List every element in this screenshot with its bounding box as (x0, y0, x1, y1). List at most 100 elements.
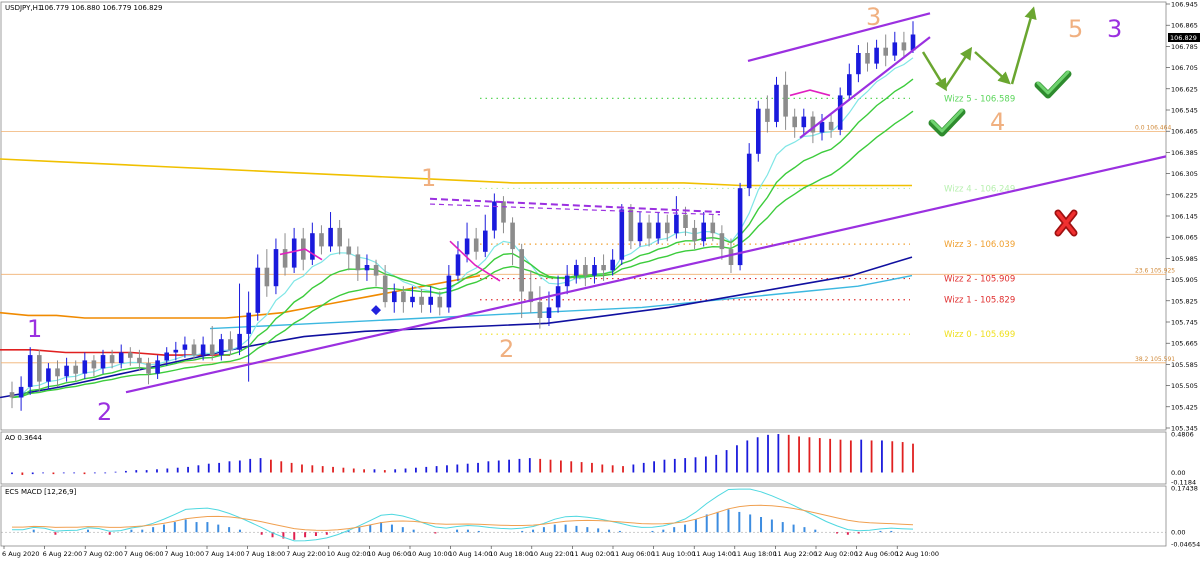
resistance-dashed-line (429, 197, 721, 214)
candle-body (246, 312, 251, 334)
x-tick-label: 11 Aug 06:00 (611, 550, 655, 558)
fib-label: 38.2 105.591 (1135, 356, 1175, 363)
x-tick-label: 12 Aug 02:00 (814, 550, 858, 558)
candle-body (883, 47, 888, 56)
fib-label: 23.6 105.925 (1135, 267, 1175, 274)
wedge-lower-line (799, 36, 931, 139)
candle-body (637, 222, 643, 242)
candle-body (501, 201, 506, 223)
x-tick-label: 7 Aug 22:00 (286, 550, 326, 558)
ao-tick-label: -0.1184 (1171, 479, 1196, 487)
candle-body (82, 360, 88, 374)
ao-pane-frame (0, 431, 1167, 485)
candle-body (310, 233, 315, 260)
candle-body (18, 386, 24, 398)
candle-body (200, 344, 206, 356)
candle-body (628, 209, 634, 242)
candle-body (373, 265, 379, 276)
candle-body (410, 296, 415, 303)
candle-body (674, 214, 679, 234)
x-tick-label: 6 Aug 2020 (2, 550, 40, 558)
x-tick-label: 10 Aug 18:00 (489, 550, 533, 558)
candle-body (237, 333, 242, 350)
x-tick-label: 7 Aug 18:00 (246, 550, 286, 558)
current-price-label: 106.829 (1170, 34, 1197, 42)
cyan-ma-line (209, 274, 913, 330)
candle-body (219, 339, 224, 356)
arrow-down-2 (974, 51, 1011, 85)
candle-body (46, 368, 51, 382)
main-trendline (125, 155, 1167, 394)
current-price-tag (1168, 33, 1200, 42)
y-tick-label: 106.385 (1171, 149, 1198, 157)
candle-body (756, 108, 761, 154)
candle-body (601, 265, 606, 271)
y-tick-label: 105.585 (1171, 361, 1198, 369)
wave-label-orange-2: 2 (499, 335, 514, 363)
x-tick-label: 10 Aug 02:00 (327, 550, 371, 558)
candle-body (228, 339, 233, 350)
wizz-label: Wizz 0 - 105.699 (944, 330, 1015, 340)
candle-body (191, 344, 197, 356)
wave-label-purple-2: 2 (97, 398, 112, 426)
ema-24-line (11, 110, 914, 399)
candle-body (109, 355, 115, 364)
candle-body (810, 116, 816, 133)
x-tick-label: 12 Aug 10:00 (895, 550, 939, 558)
wave-label-purple-3: 3 (1107, 15, 1122, 43)
fast-ema-line (11, 57, 914, 399)
wizz-label: Wizz 4 - 106.249 (944, 184, 1015, 194)
candle-body (328, 227, 333, 247)
candle-body (73, 365, 78, 374)
candle-body (128, 352, 133, 358)
candle-body (419, 296, 424, 305)
macd-histogram: 0.17438 0.00 -0.04654 (1, 485, 1200, 549)
macd-tick-label: 0.00 (1171, 529, 1185, 537)
candle-body (655, 222, 661, 239)
candle-body (610, 259, 615, 271)
y-tick-label: 106.545 (1171, 107, 1198, 115)
candle-body (837, 95, 843, 130)
x-tick-label: 10 Aug 06:00 (367, 550, 411, 558)
candle-body (519, 249, 524, 292)
candle-body (319, 233, 324, 247)
candle-body (173, 349, 179, 353)
macd-tick-label: -0.04654 (1171, 541, 1200, 549)
candle-body (273, 249, 279, 287)
candle-body (719, 233, 725, 250)
candle-body (528, 291, 534, 303)
y-tick-label: 105.665 (1171, 340, 1198, 348)
candle-body (665, 222, 670, 234)
x-tick-label: 12 Aug 06:00 (855, 550, 899, 558)
candle-body (291, 238, 297, 268)
y-tick-label: 106.785 (1171, 43, 1198, 51)
candle-body (710, 222, 716, 234)
wizz-label: Wizz 3 - 106.039 (944, 240, 1015, 250)
y-tick-label: 105.985 (1171, 255, 1198, 263)
y-tick-label: 105.825 (1171, 297, 1198, 305)
wizz-label: Wizz 2 - 105.909 (944, 275, 1015, 285)
candle-body (574, 265, 579, 276)
candle-body (364, 265, 370, 271)
magenta-swing (279, 248, 323, 261)
candle-body (155, 360, 160, 374)
candle-body (164, 352, 169, 361)
candle-body (209, 344, 215, 356)
candle-body (55, 368, 60, 377)
arrow-up-1 (943, 46, 973, 89)
resistance-dashed-line-2 (429, 203, 721, 216)
arrow-up-2 (1010, 6, 1037, 85)
candle-body (555, 286, 561, 308)
candle-body (901, 42, 907, 51)
candle-body (564, 275, 570, 287)
candle-body (437, 296, 443, 308)
candle-body (865, 53, 870, 64)
x-tick-label: 7 Aug 06:00 (124, 550, 164, 558)
candle-body (64, 365, 69, 377)
cross-icon (1054, 209, 1078, 237)
candle-body (765, 108, 770, 122)
candles (9, 21, 916, 411)
x-tick-label: 7 Aug 14:00 (205, 550, 245, 558)
